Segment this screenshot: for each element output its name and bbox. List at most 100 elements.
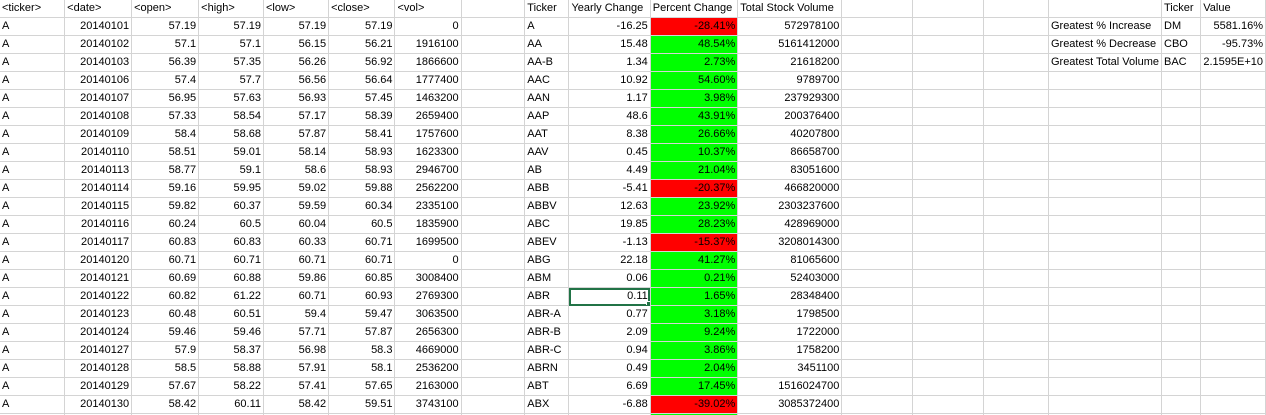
summary-cell[interactable]: ABBV (524, 197, 570, 216)
summary-cell[interactable]: 9789700 (737, 71, 843, 90)
cell[interactable]: 56.39 (131, 53, 200, 72)
cell[interactable]: 59.02 (263, 179, 330, 198)
percent-change-cell[interactable]: 3.86% (650, 341, 739, 360)
cell[interactable]: A (0, 251, 66, 270)
cell[interactable]: 58.15 (328, 413, 396, 415)
cell[interactable]: 58.22 (198, 377, 264, 396)
summary-cell[interactable]: 2303237600 (737, 197, 843, 216)
empty-cell[interactable] (1200, 125, 1266, 144)
empty-cell[interactable] (983, 125, 1049, 144)
empty-cell[interactable] (841, 35, 913, 54)
summary-cell[interactable]: A (524, 17, 570, 36)
empty-cell[interactable] (461, 269, 526, 288)
summary-header-cell[interactable]: Ticker (524, 0, 570, 18)
empty-cell[interactable] (841, 107, 913, 126)
cell[interactable]: 20140109 (64, 125, 133, 144)
cell[interactable]: 2656300 (394, 323, 462, 342)
summary-cell[interactable]: 28348400 (737, 287, 843, 306)
percent-change-cell[interactable]: 2.73% (650, 53, 739, 72)
summary-cell[interactable]: ACC (524, 413, 570, 415)
percent-change-cell[interactable]: -15.37% (650, 233, 739, 252)
cell[interactable]: 57.33 (131, 107, 200, 126)
summary-cell[interactable]: 83051600 (737, 161, 843, 180)
percent-change-cell[interactable]: 28.41% (650, 413, 739, 415)
percent-change-cell[interactable]: 43.91% (650, 107, 739, 126)
cell[interactable]: 20140102 (64, 35, 133, 54)
percent-change-cell[interactable]: -39.02% (650, 395, 739, 414)
empty-cell[interactable] (461, 341, 526, 360)
empty-cell[interactable] (983, 0, 1049, 18)
cell[interactable]: 57.63 (198, 89, 264, 108)
empty-cell[interactable] (912, 269, 984, 288)
column-header-cell[interactable]: <date> (64, 0, 133, 18)
empty-cell[interactable] (983, 323, 1049, 342)
empty-cell[interactable] (1048, 179, 1163, 198)
cell[interactable]: 61.22 (198, 287, 264, 306)
summary-cell[interactable]: AA (524, 35, 570, 54)
cell[interactable]: 59.15 (198, 413, 264, 415)
percent-change-cell[interactable]: 3.98% (650, 89, 739, 108)
cell[interactable]: A (0, 323, 66, 342)
cell[interactable]: 2536200 (394, 359, 462, 378)
empty-cell[interactable] (1200, 107, 1266, 126)
empty-cell[interactable] (1161, 71, 1202, 90)
summary-cell[interactable]: 237929300 (737, 89, 843, 108)
cell[interactable]: 59.82 (131, 197, 200, 216)
empty-cell[interactable] (841, 323, 913, 342)
empty-cell[interactable] (1200, 89, 1266, 108)
empty-cell[interactable] (461, 377, 526, 396)
empty-cell[interactable] (461, 0, 526, 18)
cell[interactable]: 20140101 (64, 17, 133, 36)
empty-cell[interactable] (1200, 251, 1266, 270)
empty-cell[interactable] (912, 53, 984, 72)
empty-cell[interactable] (983, 107, 1049, 126)
cell[interactable]: 0 (394, 17, 462, 36)
percent-change-cell[interactable]: 23.92% (650, 197, 739, 216)
percent-change-cell[interactable]: 54.60% (650, 71, 739, 90)
percent-change-cell[interactable]: 9.24% (650, 323, 739, 342)
empty-cell[interactable] (841, 53, 913, 72)
empty-cell[interactable] (1200, 359, 1266, 378)
cell[interactable]: 20140115 (64, 197, 133, 216)
empty-cell[interactable] (841, 143, 913, 162)
cell[interactable]: A (0, 413, 66, 415)
cell[interactable]: A (0, 359, 66, 378)
empty-cell[interactable] (1200, 179, 1266, 198)
summary-cell[interactable]: 52403000 (737, 269, 843, 288)
empty-cell[interactable] (912, 71, 984, 90)
summary-cell[interactable]: 8.38 (568, 125, 651, 144)
cell[interactable]: 57.19 (263, 17, 330, 36)
empty-cell[interactable] (912, 143, 984, 162)
cell[interactable]: 58.88 (198, 359, 264, 378)
empty-cell[interactable] (1048, 413, 1163, 415)
cell[interactable]: A (0, 125, 66, 144)
cell[interactable]: 57.17 (263, 107, 330, 126)
empty-cell[interactable] (1161, 143, 1202, 162)
empty-cell[interactable] (983, 179, 1049, 198)
empty-cell[interactable] (983, 143, 1049, 162)
empty-cell[interactable] (841, 89, 913, 108)
summary-cell[interactable]: 1516024700 (737, 377, 843, 396)
empty-cell[interactable] (461, 395, 526, 414)
cell[interactable]: 56.26 (263, 53, 330, 72)
empty-cell[interactable] (1048, 305, 1163, 324)
empty-cell[interactable] (912, 341, 984, 360)
cell[interactable]: A (0, 395, 66, 414)
empty-cell[interactable] (912, 305, 984, 324)
cell[interactable]: 58.41 (328, 125, 396, 144)
empty-cell[interactable] (912, 107, 984, 126)
cell[interactable]: A (0, 287, 66, 306)
summary-cell[interactable]: AAV (524, 143, 570, 162)
summary-cell[interactable]: 21618200 (737, 53, 843, 72)
percent-change-cell[interactable]: 0.21% (650, 269, 739, 288)
summary-cell[interactable]: 1.34 (568, 53, 651, 72)
cell[interactable]: 57.91 (263, 359, 330, 378)
summary-cell[interactable]: ABX (524, 395, 570, 414)
cell[interactable]: 56.95 (131, 89, 200, 108)
cell[interactable]: 1463200 (394, 89, 462, 108)
empty-cell[interactable] (1200, 377, 1266, 396)
percent-change-cell[interactable]: 10.37% (650, 143, 739, 162)
cell[interactable]: 58.77 (131, 161, 200, 180)
empty-cell[interactable] (1048, 359, 1163, 378)
empty-cell[interactable] (1200, 161, 1266, 180)
